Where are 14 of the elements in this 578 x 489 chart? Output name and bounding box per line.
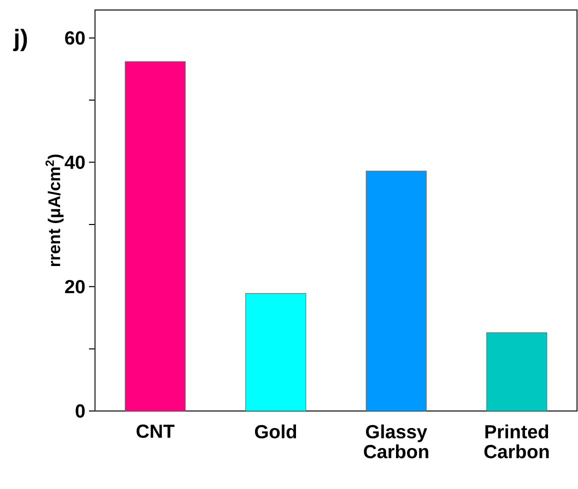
bar: [245, 293, 306, 412]
x-tick-label: CNT: [136, 424, 174, 438]
y-tick-label: 20: [65, 280, 85, 294]
x-tick-label: Gold: [254, 424, 296, 438]
y-tick-label: 40: [64, 156, 85, 170]
x-tick-label: Glassy Carbon: [364, 424, 428, 458]
bar: [366, 170, 427, 412]
bar: [124, 61, 186, 412]
x-tick-label: Printed Carbon: [484, 424, 549, 458]
bar: [486, 332, 548, 412]
y-axis-title: rrent (μA/cm$^{2}$): [46, 154, 64, 266]
text: j): [13, 28, 27, 52]
y-tick-label: 0: [76, 404, 85, 418]
y-tick-label: 60: [65, 31, 85, 45]
